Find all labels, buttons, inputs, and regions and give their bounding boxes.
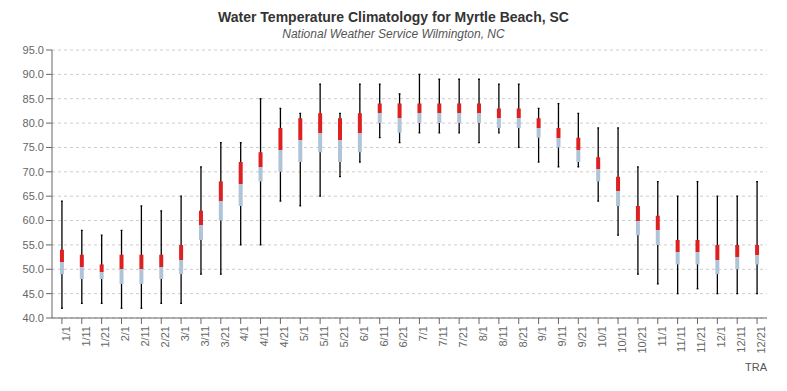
svg-text:3/1: 3/1 — [179, 326, 191, 341]
svg-text:10/1: 10/1 — [596, 326, 608, 347]
svg-text:11/1: 11/1 — [656, 326, 668, 347]
svg-text:8/1: 8/1 — [477, 326, 489, 341]
svg-text:3/11: 3/11 — [199, 326, 211, 347]
html-text:TRA: TRA — [745, 361, 767, 373]
svg-text:95.0: 95.0 — [23, 44, 44, 56]
svg-text:11/11: 11/11 — [675, 326, 687, 352]
svg-text:60.0: 60.0 — [23, 214, 44, 226]
svg-text:12/1: 12/1 — [715, 326, 727, 347]
svg-text:4/21: 4/21 — [278, 326, 290, 347]
svg-text:2/21: 2/21 — [159, 326, 171, 347]
svg-text:3/21: 3/21 — [219, 326, 231, 347]
svg-text:90.0: 90.0 — [23, 68, 44, 80]
svg-text:70.0: 70.0 — [23, 166, 44, 178]
svg-text:80.0: 80.0 — [23, 117, 44, 129]
svg-text:55.0: 55.0 — [23, 239, 44, 251]
svg-text:1/11: 1/11 — [80, 326, 92, 347]
svg-text:11/21: 11/21 — [695, 326, 707, 353]
svg-text:5/1: 5/1 — [298, 326, 310, 341]
svg-text:12/21: 12/21 — [755, 326, 767, 354]
svg-text:1/21: 1/21 — [99, 326, 111, 347]
svg-text:9/21: 9/21 — [576, 326, 588, 347]
svg-text:75.0: 75.0 — [23, 141, 44, 153]
svg-text:50.0: 50.0 — [23, 263, 44, 275]
html-text:Water Temperature Climatology: Water Temperature Climatology for Myrtle… — [218, 9, 569, 25]
svg-text:85.0: 85.0 — [23, 93, 44, 105]
svg-text:8/21: 8/21 — [517, 326, 529, 347]
svg-text:4/11: 4/11 — [258, 326, 270, 347]
svg-text:65.0: 65.0 — [23, 190, 44, 202]
svg-text:9/11: 9/11 — [556, 326, 568, 347]
html-text:National Weather Service Wilmi: National Weather Service Wilmington, NC — [282, 27, 505, 41]
svg-text:4/1: 4/1 — [238, 326, 250, 341]
svg-text:10/21: 10/21 — [636, 326, 648, 354]
svg-text:8/11: 8/11 — [497, 326, 509, 347]
svg-text:40.0: 40.0 — [23, 312, 44, 324]
svg-text:2/11: 2/11 — [139, 326, 151, 347]
svg-text:2/1: 2/1 — [119, 326, 131, 341]
svg-text:6/21: 6/21 — [397, 326, 409, 347]
svg-text:5/11: 5/11 — [318, 326, 330, 347]
svg-text:1/1: 1/1 — [60, 326, 72, 341]
svg-text:7/1: 7/1 — [417, 326, 429, 341]
svg-text:7/11: 7/11 — [437, 326, 449, 347]
svg-text:7/21: 7/21 — [457, 326, 469, 347]
svg-text:12/11: 12/11 — [735, 326, 747, 353]
svg-text:6/11: 6/11 — [378, 326, 390, 347]
svg-text:6/1: 6/1 — [358, 326, 370, 341]
svg-text:10/11: 10/11 — [616, 326, 628, 353]
svg-text:9/1: 9/1 — [536, 326, 548, 341]
svg-text:5/21: 5/21 — [338, 326, 350, 347]
svg-text:45.0: 45.0 — [23, 288, 44, 300]
